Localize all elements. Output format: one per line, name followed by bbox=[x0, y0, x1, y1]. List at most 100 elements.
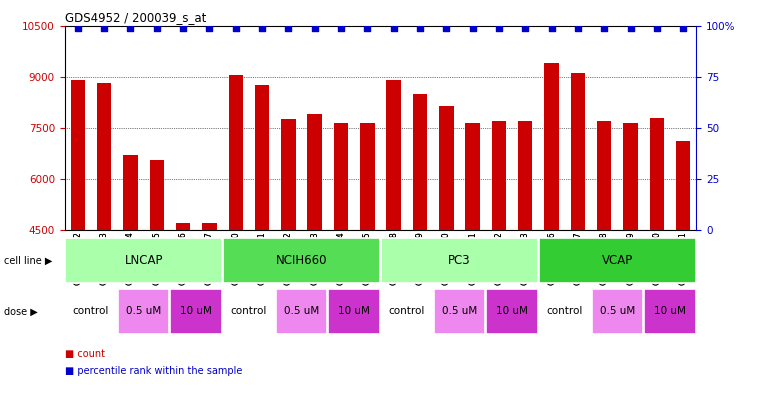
Text: GSM1359767: GSM1359767 bbox=[573, 231, 582, 285]
Bar bbox=[97, 83, 111, 230]
Bar bbox=[118, 289, 170, 334]
Text: GSM1359774: GSM1359774 bbox=[126, 231, 135, 285]
Point bbox=[677, 25, 689, 31]
Text: VCAP: VCAP bbox=[602, 254, 633, 267]
Bar bbox=[65, 289, 116, 334]
Bar bbox=[223, 238, 380, 283]
Bar bbox=[597, 121, 611, 230]
Text: 10 uM: 10 uM bbox=[338, 307, 370, 316]
Bar bbox=[307, 114, 322, 230]
Bar bbox=[176, 223, 190, 230]
Point bbox=[335, 25, 347, 31]
Bar bbox=[281, 119, 295, 230]
Point bbox=[98, 25, 110, 31]
Bar bbox=[228, 75, 243, 230]
Point bbox=[387, 25, 400, 31]
Text: GSM1359766: GSM1359766 bbox=[547, 231, 556, 285]
Text: GSM1359763: GSM1359763 bbox=[310, 231, 319, 285]
Text: GSM1359772: GSM1359772 bbox=[73, 231, 82, 285]
Bar bbox=[434, 289, 486, 334]
Point bbox=[309, 25, 321, 31]
Bar bbox=[123, 155, 138, 230]
Text: GSM1359764: GSM1359764 bbox=[336, 231, 345, 285]
Point bbox=[598, 25, 610, 31]
Bar bbox=[623, 123, 638, 230]
Text: NCIH660: NCIH660 bbox=[275, 254, 327, 267]
Bar bbox=[360, 123, 374, 230]
Point bbox=[651, 25, 663, 31]
Text: 10 uM: 10 uM bbox=[496, 307, 528, 316]
Point bbox=[546, 25, 558, 31]
Text: GSM1359778: GSM1359778 bbox=[389, 231, 398, 285]
Text: GSM1359777: GSM1359777 bbox=[205, 231, 214, 285]
Bar bbox=[202, 223, 217, 230]
Bar bbox=[650, 118, 664, 230]
Text: control: control bbox=[546, 307, 583, 316]
Text: cell line ▶: cell line ▶ bbox=[4, 255, 53, 265]
Bar bbox=[645, 289, 696, 334]
Text: GSM1359779: GSM1359779 bbox=[416, 231, 425, 285]
Text: 10 uM: 10 uM bbox=[180, 307, 212, 316]
Bar bbox=[275, 289, 327, 334]
Bar bbox=[329, 289, 380, 334]
Point bbox=[625, 25, 637, 31]
Point bbox=[124, 25, 136, 31]
Bar bbox=[412, 94, 427, 230]
Text: control: control bbox=[389, 307, 425, 316]
Point bbox=[256, 25, 268, 31]
Text: PC3: PC3 bbox=[448, 254, 471, 267]
Text: GSM1359781: GSM1359781 bbox=[468, 231, 477, 285]
Text: GSM1359782: GSM1359782 bbox=[495, 231, 504, 285]
Text: GSM1359771: GSM1359771 bbox=[679, 231, 688, 285]
Text: GSM1359773: GSM1359773 bbox=[100, 231, 109, 285]
Bar bbox=[518, 121, 533, 230]
Bar bbox=[492, 121, 506, 230]
Bar bbox=[381, 238, 538, 283]
Text: LNCAP: LNCAP bbox=[124, 254, 163, 267]
Text: GSM1359760: GSM1359760 bbox=[231, 231, 240, 285]
Bar bbox=[571, 73, 585, 230]
Point bbox=[203, 25, 215, 31]
Point bbox=[493, 25, 505, 31]
Bar bbox=[381, 289, 432, 334]
Text: control: control bbox=[231, 307, 267, 316]
Bar bbox=[539, 289, 591, 334]
Point bbox=[440, 25, 452, 31]
Text: GSM1359775: GSM1359775 bbox=[152, 231, 161, 285]
Text: GSM1359783: GSM1359783 bbox=[521, 231, 530, 285]
Bar bbox=[466, 123, 480, 230]
Text: GSM1359762: GSM1359762 bbox=[284, 231, 293, 285]
Point bbox=[72, 25, 84, 31]
Point bbox=[230, 25, 242, 31]
Bar bbox=[334, 123, 349, 230]
Text: 0.5 uM: 0.5 uM bbox=[126, 307, 161, 316]
Text: ■ percentile rank within the sample: ■ percentile rank within the sample bbox=[65, 366, 242, 376]
Text: 10 uM: 10 uM bbox=[654, 307, 686, 316]
Text: GSM1359768: GSM1359768 bbox=[600, 231, 609, 285]
Text: GSM1359776: GSM1359776 bbox=[179, 231, 188, 285]
Bar bbox=[539, 238, 696, 283]
Bar bbox=[387, 80, 401, 230]
Point bbox=[282, 25, 295, 31]
Bar bbox=[676, 141, 690, 230]
Point bbox=[466, 25, 479, 31]
Text: 0.5 uM: 0.5 uM bbox=[600, 307, 635, 316]
Text: GDS4952 / 200039_s_at: GDS4952 / 200039_s_at bbox=[65, 11, 206, 24]
Bar bbox=[170, 289, 222, 334]
Bar bbox=[71, 80, 85, 230]
Bar bbox=[544, 63, 559, 230]
Bar bbox=[255, 85, 269, 230]
Bar bbox=[223, 289, 275, 334]
Bar bbox=[486, 289, 538, 334]
Text: GSM1359780: GSM1359780 bbox=[442, 231, 451, 285]
Bar bbox=[65, 238, 222, 283]
Text: ■ count: ■ count bbox=[65, 349, 105, 359]
Text: 0.5 uM: 0.5 uM bbox=[442, 307, 477, 316]
Text: 0.5 uM: 0.5 uM bbox=[284, 307, 319, 316]
Point bbox=[519, 25, 531, 31]
Point bbox=[414, 25, 426, 31]
Bar bbox=[150, 160, 164, 230]
Text: GSM1359770: GSM1359770 bbox=[652, 231, 661, 285]
Text: dose ▶: dose ▶ bbox=[4, 307, 37, 316]
Text: GSM1359769: GSM1359769 bbox=[626, 231, 635, 285]
